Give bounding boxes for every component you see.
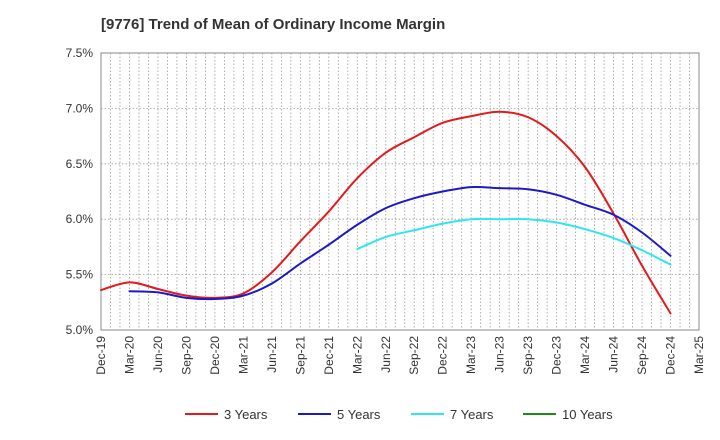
x-tick-label: Dec-23: [550, 336, 564, 375]
y-tick-label: 5.0%: [66, 323, 94, 337]
x-tick-label: Dec-22: [436, 336, 450, 375]
y-tick-label: 7.5%: [66, 46, 94, 60]
plot-area: [100, 52, 700, 331]
legend-label-3-years: 3 Years: [224, 407, 268, 422]
y-tick-label: 6.0%: [66, 212, 94, 226]
series-line-3-years: [100, 110, 672, 315]
x-axis-ticks: Dec-19 Mar-20 Jun-20 Sep-20 Dec-20 Mar-21 Jun-…: [94, 336, 706, 375]
legend-label-7-years: 7 Years: [450, 407, 494, 422]
x-tick-label: Jun-24: [607, 336, 621, 373]
grid: [101, 53, 699, 330]
y-tick-label: 6.5%: [66, 157, 94, 171]
y-tick-label: 7.0%: [66, 101, 94, 115]
x-tick-label: Sep-24: [635, 336, 649, 375]
x-tick-label: Mar-20: [122, 336, 136, 374]
x-tick-label: Sep-23: [521, 336, 535, 375]
y-tick-label: 5.5%: [66, 268, 94, 282]
x-tick-label: Jun-21: [265, 336, 279, 373]
x-tick-label: Mar-24: [578, 336, 592, 374]
x-tick-label: Sep-21: [293, 336, 307, 375]
x-tick-label: Mar-25: [692, 336, 706, 374]
x-tick-label: Mar-23: [464, 336, 478, 374]
x-tick-label: Dec-19: [94, 336, 108, 375]
legend-label-5-years: 5 Years: [337, 407, 381, 422]
x-tick-label: Jun-22: [379, 336, 393, 373]
x-tick-label: Mar-22: [350, 336, 364, 374]
series-line-7-years: [356, 217, 672, 266]
x-tick-label: Dec-21: [322, 336, 336, 375]
x-tick-label: Sep-20: [179, 336, 193, 375]
x-tick-label: Jun-20: [151, 336, 165, 373]
legend: 3 Years 5 Years 7 Years 10 Years: [185, 407, 613, 422]
x-tick-label: Dec-24: [664, 336, 678, 375]
x-tick-label: Dec-20: [208, 336, 222, 375]
x-tick-label: Jun-23: [493, 336, 507, 373]
chart-title: [9776] Trend of Mean of Ordinary Income …: [101, 16, 446, 33]
x-tick-label: Sep-22: [407, 336, 421, 375]
x-tick-label: Mar-21: [236, 336, 250, 374]
y-axis-ticks: 5.0% 5.5% 6.0% 6.5% 7.0% 7.5%: [66, 46, 94, 337]
series-lines: [100, 110, 672, 315]
series-line-5-years: [128, 185, 672, 301]
legend-label-10-years: 10 Years: [562, 407, 613, 422]
